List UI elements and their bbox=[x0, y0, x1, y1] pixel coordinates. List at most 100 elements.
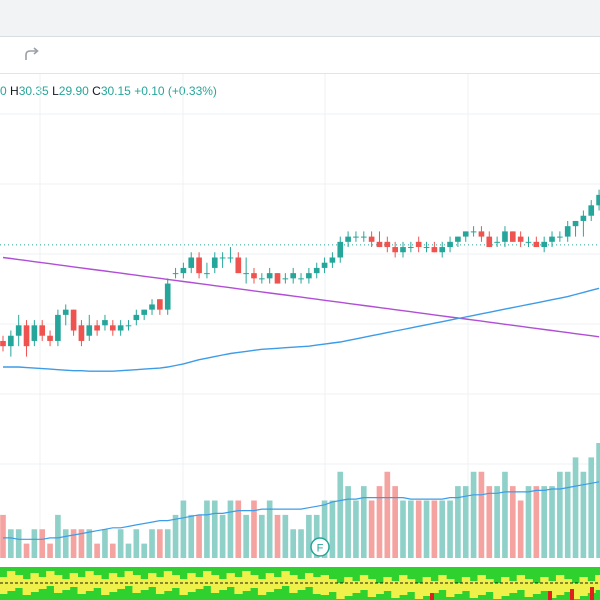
candle-body bbox=[204, 273, 210, 275]
candle-body bbox=[353, 236, 359, 238]
volume-bar bbox=[23, 543, 30, 558]
heatmap-red-cell bbox=[548, 591, 552, 600]
candle-body bbox=[486, 236, 493, 248]
volume-bar bbox=[109, 543, 116, 558]
volume-bar bbox=[564, 471, 571, 558]
candle-body bbox=[47, 335, 53, 341]
candle-body bbox=[588, 205, 595, 216]
candle-body bbox=[478, 231, 485, 237]
heatmap-cell bbox=[140, 579, 149, 590]
volume-bar bbox=[494, 486, 500, 558]
open-value: 0 bbox=[0, 84, 7, 98]
candle-body bbox=[23, 325, 30, 347]
heatmap-cell bbox=[501, 577, 510, 596]
candle-body bbox=[172, 273, 179, 275]
volume-bar bbox=[39, 529, 46, 558]
candle-body bbox=[345, 236, 351, 242]
heatmap-cell bbox=[22, 579, 31, 595]
volume-bar bbox=[196, 514, 202, 558]
heatmap-cell bbox=[148, 573, 157, 587]
volume-bar bbox=[172, 514, 179, 558]
candle-body bbox=[447, 241, 453, 248]
earnings-marker[interactable]: F bbox=[310, 537, 330, 557]
candle-body bbox=[557, 236, 563, 238]
volume-bar bbox=[86, 529, 93, 558]
heatmap-cell bbox=[304, 573, 314, 587]
volume-bar bbox=[408, 500, 414, 558]
volume-bar bbox=[102, 529, 108, 558]
candle-body bbox=[384, 241, 391, 248]
candle-body bbox=[149, 304, 155, 310]
price-chart[interactable]: F bbox=[0, 74, 600, 600]
chart-grid bbox=[0, 74, 600, 560]
candle-body bbox=[133, 314, 140, 321]
heatmap-cell bbox=[352, 581, 361, 593]
candle-body bbox=[431, 247, 438, 253]
volume-bar bbox=[525, 486, 532, 558]
heatmap-cell bbox=[571, 583, 580, 599]
volume-bar bbox=[431, 500, 438, 558]
heatmap-cell bbox=[461, 577, 471, 591]
volume-bar bbox=[400, 500, 406, 558]
candle-body bbox=[227, 257, 234, 259]
volume-bar bbox=[509, 486, 516, 558]
heatmap-cell bbox=[234, 577, 243, 594]
volume-bar bbox=[180, 500, 187, 558]
volume-bar bbox=[376, 486, 383, 558]
candle-body bbox=[517, 236, 524, 242]
candle-body bbox=[31, 325, 38, 341]
heatmap-cell bbox=[46, 571, 55, 586]
volume-bar bbox=[204, 500, 210, 558]
heatmap-cell bbox=[508, 581, 518, 593]
heatmap-red-cell bbox=[590, 587, 594, 600]
volume-bar bbox=[282, 514, 289, 558]
volume-bar bbox=[0, 514, 6, 558]
heatmap-cell bbox=[155, 577, 165, 594]
volume-bar bbox=[580, 471, 587, 558]
candle-body bbox=[313, 267, 320, 274]
heatmap-cell bbox=[30, 573, 39, 592]
candle-body bbox=[102, 320, 108, 326]
candle-body bbox=[157, 299, 163, 310]
heatmap-cell bbox=[524, 579, 533, 597]
volume-bar bbox=[306, 514, 312, 558]
heatmap-cell bbox=[93, 575, 102, 588]
volume-bar bbox=[55, 514, 61, 558]
candle-body bbox=[400, 247, 406, 253]
redo-arrow-icon[interactable] bbox=[22, 45, 42, 65]
candle-body bbox=[290, 273, 297, 279]
volume-bar bbox=[31, 529, 38, 558]
heatmap-red-cell bbox=[570, 589, 574, 600]
heatmap-cell bbox=[218, 579, 228, 590]
candle-body bbox=[180, 267, 187, 274]
heatmap-cell bbox=[312, 577, 322, 594]
candle-body bbox=[282, 278, 289, 280]
heatmap-cell bbox=[265, 573, 275, 592]
heatmap-cell bbox=[101, 579, 110, 595]
close-label: C bbox=[92, 84, 101, 98]
heatmap-cell bbox=[555, 575, 565, 595]
heatmap-cell bbox=[477, 575, 486, 595]
earnings-marker-label: F bbox=[317, 543, 324, 555]
heatmap-cell bbox=[399, 575, 408, 595]
volume-bar bbox=[572, 457, 579, 558]
candle-body bbox=[55, 314, 61, 341]
heatmap-cell bbox=[203, 571, 212, 586]
volume-bar bbox=[415, 500, 422, 558]
heatmap-cell bbox=[226, 573, 235, 587]
heatmap-cell bbox=[210, 575, 220, 593]
candle-body bbox=[86, 325, 93, 336]
volume-bar bbox=[141, 543, 147, 558]
candle-body bbox=[306, 273, 312, 279]
candle-body bbox=[0, 340, 6, 347]
candle-body bbox=[392, 247, 398, 253]
candle-body bbox=[580, 215, 587, 221]
candle-body bbox=[274, 273, 281, 284]
candle-body bbox=[196, 257, 202, 274]
heatmap-cell bbox=[69, 573, 79, 587]
volume-bar bbox=[321, 500, 328, 558]
candle-body bbox=[219, 257, 226, 259]
volume-bar bbox=[8, 529, 14, 558]
candle-body bbox=[423, 247, 430, 249]
volume-bar bbox=[94, 543, 100, 558]
